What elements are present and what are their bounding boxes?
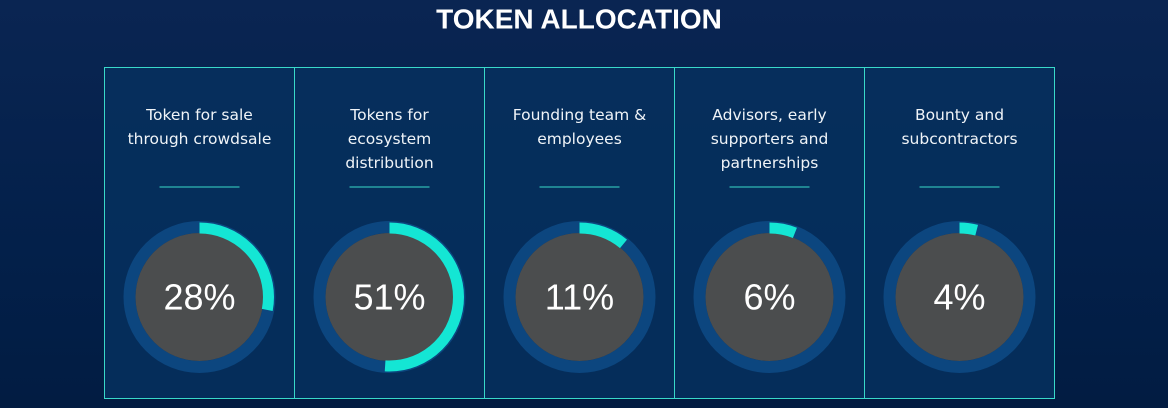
card-label: subcontractors [901,130,1017,148]
donut-center [325,233,454,361]
percent-label: 6% [743,277,795,318]
card-label: ecosystem [348,130,432,148]
card-label: Tokens for [349,106,429,124]
percent-label: 28% [163,277,235,318]
card-label: through crowdsale [128,130,272,148]
percent-label: 51% [353,277,425,318]
donut-center [705,233,834,361]
card-label: Token for sale [145,106,253,124]
percent-label: 11% [545,277,614,318]
donut-arc [885,222,1034,372]
card-label: employees [537,130,622,148]
donut-arc [505,222,654,372]
card-label: distribution [345,154,433,172]
donut-arc [315,222,464,372]
donut-center [515,233,644,361]
donut-arc [695,222,844,372]
card-label: Bounty and [915,106,1004,124]
card-label: partnerships [721,154,819,172]
card-label: Advisors, early [712,106,826,124]
percent-label: 4% [933,277,985,318]
donut-track [693,221,846,373]
donut-arc [125,222,274,372]
section-title: TOKEN ALLOCATION [436,4,722,35]
card-label: supporters and [711,130,829,148]
donut-center [135,233,264,361]
card-label: Founding team & [513,106,646,124]
donut-center [895,233,1024,361]
